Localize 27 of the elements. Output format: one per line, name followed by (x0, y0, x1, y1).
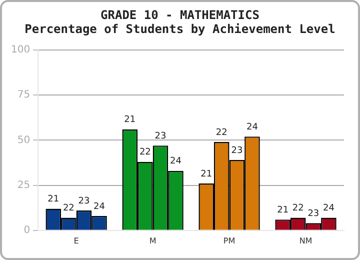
text: 21 (200, 169, 212, 180)
chart-subtitle: Percentage of Students by Achievement Level (24, 22, 336, 36)
text: 24 (94, 202, 105, 212)
chart-title: GRADE 10 - MATHEMATICS (100, 8, 260, 22)
x-tick-label: PM (223, 236, 236, 246)
text: 22 (139, 148, 151, 158)
y-tick-label: 50 (17, 134, 30, 146)
text: 22 (216, 128, 228, 138)
series-label: 24 (246, 122, 258, 132)
series-label: 22 (62, 204, 74, 214)
y-tick-label: 75 (17, 90, 30, 101)
text: 24 (322, 204, 334, 214)
x-tick-label: E (74, 236, 79, 246)
text: 23 (308, 209, 320, 220)
text: 22 (292, 204, 304, 214)
series-label: 23 (78, 196, 90, 206)
text: 24 (170, 156, 182, 167)
text: 23 (154, 131, 166, 142)
y-tick-label: 100 (10, 44, 30, 56)
text: 21 (277, 205, 289, 216)
x-tick-label: NM (299, 236, 312, 246)
y-tick-label: 25 (17, 180, 30, 191)
text: 21 (124, 115, 136, 126)
y-tick-label: 0 (24, 224, 30, 236)
text: 23 (231, 146, 243, 156)
series-label: 21 (48, 194, 60, 205)
x-tick-label: M (149, 236, 156, 246)
